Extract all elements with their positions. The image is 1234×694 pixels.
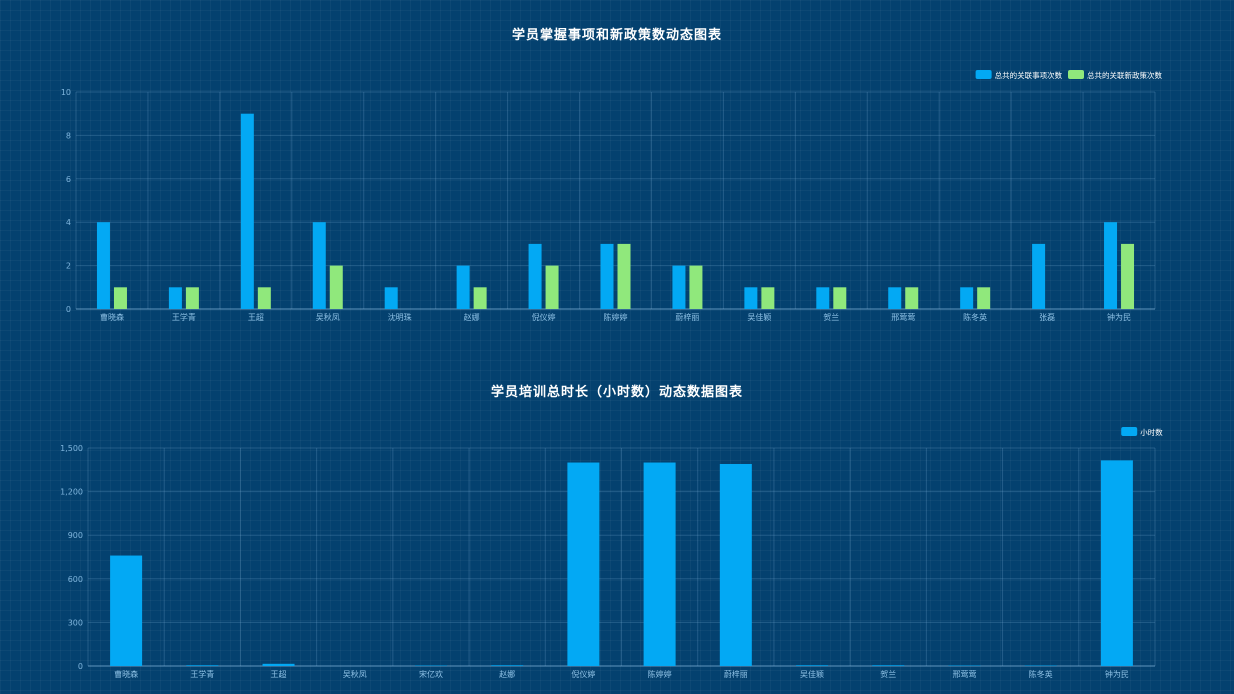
bar-0-10: [872, 665, 905, 666]
legend-item-0[interactable]: 总共的关联事项次数: [975, 70, 1063, 80]
bar-1-9: [761, 287, 775, 309]
x-tick-label: 吴秋凤: [343, 669, 367, 679]
bar-0-1: [168, 287, 182, 309]
bar-0-11: [888, 287, 902, 309]
legend-label: 小时数: [1140, 427, 1163, 437]
x-tick-label: 张磊: [1039, 313, 1055, 322]
x-tick-label: 沈明珠: [388, 312, 412, 322]
x-tick-label: 贺兰: [823, 312, 839, 322]
chart-title: 学员掌握事项和新政策数动态图表: [511, 28, 722, 43]
bar-0-2: [240, 113, 254, 309]
y-tick-label: 4: [66, 218, 71, 227]
x-tick-label: 吴秋凤: [316, 312, 340, 322]
bar-0-9: [744, 287, 758, 309]
bar-1-5: [473, 287, 487, 309]
bar-1-12: [977, 287, 991, 309]
bar-0-6: [528, 243, 542, 309]
x-tick-label: 王超: [271, 669, 287, 679]
bar-1-2: [257, 287, 271, 309]
x-tick-label: 王学青: [190, 669, 214, 679]
bar-1-3: [329, 265, 343, 309]
bar-1-11: [905, 287, 919, 309]
x-tick-label: 陈冬英: [963, 312, 987, 322]
y-tick-label: 8: [66, 131, 71, 140]
bar-0-12: [960, 287, 974, 309]
y-tick-label: 1,200: [60, 488, 83, 497]
y-tick-label: 600: [68, 575, 83, 584]
bar-1-6: [545, 265, 559, 309]
bar-1-7: [617, 243, 631, 309]
y-tick-label: 2: [66, 262, 71, 271]
bar-0-7: [600, 243, 614, 309]
chart-knowledge-policy: 学员掌握事项和新政策数动态图表 0 2 4 6 8 10 曹晓森 王学青 王超 吴秋凤 沈明珠 赵娜 倪…: [0, 0, 1234, 340]
legend-label: 总共的关联新政策次数: [1087, 70, 1162, 80]
x-tick-label: 钟为民: [1105, 669, 1129, 679]
y-tick-label: 6: [66, 175, 71, 184]
bar-1-10: [833, 287, 847, 309]
bar-0-1: [186, 665, 219, 666]
x-tick-label: 倪仪婷: [532, 312, 556, 322]
bar-0-7: [643, 462, 676, 666]
x-tick-label: 王超: [248, 312, 264, 322]
bar-0-0: [96, 222, 110, 309]
y-tick-label: 900: [68, 531, 83, 540]
bar-0-0: [110, 555, 143, 666]
bar-0-4: [384, 287, 398, 309]
x-tick-label: 王学青: [172, 312, 196, 322]
bar-0-2: [262, 663, 295, 666]
x-tick-label: 吴佳颖: [800, 669, 824, 679]
chart-canvas: 0 2 4 6 8 10 曹晓森 王学青 王超 吴秋凤 沈明珠 赵娜 倪仪婷 陈婷婷 蔚梓丽 吴佳颖 贺兰 邢莺莺…: [61, 70, 1162, 322]
bar-1-1: [185, 287, 199, 309]
y-tick-label: 0: [78, 662, 83, 671]
x-tick-label: 邢莺莺: [891, 312, 915, 322]
legend-label: 总共的关联事项次数: [995, 70, 1063, 80]
legend-item-0[interactable]: 小时数: [1121, 427, 1163, 437]
bar-0-3: [312, 222, 326, 309]
bar-1-0: [113, 287, 127, 309]
x-tick-label: 蔚梓丽: [675, 312, 699, 322]
bar-0-5: [456, 265, 470, 309]
x-tick-label: 陈冬英: [1029, 669, 1053, 679]
x-tick-label: 钟为民: [1107, 312, 1131, 322]
legend-item-1[interactable]: 总共的关联新政策次数: [1068, 70, 1162, 80]
bar-0-10: [816, 287, 830, 309]
bar-0-13: [1032, 243, 1046, 309]
x-tick-label: 赵娜: [464, 312, 480, 322]
bar-0-6: [567, 462, 600, 666]
chart-title: 学员培训总时长（小时数）动态数据图表: [490, 385, 743, 400]
x-tick-label: 陈婷婷: [604, 312, 628, 322]
x-tick-label: 吴佳颖: [747, 312, 771, 322]
y-tick-label: 1,500: [60, 444, 83, 453]
bar-0-8: [719, 463, 752, 666]
chart-canvas: 0 300 600 900 1,200 1,500 曹晓森 王学青 王超 吴秋凤 宋亿欢 赵娜 倪仪婷 陈…: [60, 427, 1163, 679]
y-tick-label: 10: [61, 88, 71, 97]
x-tick-label: 曹晓森: [100, 312, 124, 322]
x-tick-label: 邢莺莺: [952, 669, 976, 679]
x-tick-label: 蔚梓丽: [724, 669, 748, 679]
bar-1-8: [689, 265, 703, 309]
chart-training-hours: 学员培训总时长（小时数）动态数据图表 0 300 600 900 1,200 1,500 曹…: [0, 355, 1234, 694]
x-tick-label: 陈婷婷: [648, 669, 672, 679]
legend-swatch: [1068, 70, 1084, 79]
bar-1-14: [1121, 243, 1135, 309]
y-tick-label: 300: [68, 618, 83, 627]
bar-0-13: [1100, 460, 1133, 666]
x-tick-label: 赵娜: [499, 669, 515, 679]
legend-swatch: [1121, 427, 1138, 436]
bar-0-9: [796, 665, 829, 666]
legend-swatch: [975, 70, 992, 79]
bar-0-5: [491, 665, 524, 666]
x-tick-label: 宋亿欢: [419, 669, 443, 679]
bar-0-14: [1104, 222, 1118, 309]
x-tick-label: 倪仪婷: [571, 669, 595, 679]
x-tick-label: 曹晓森: [114, 669, 138, 679]
bar-0-8: [672, 265, 686, 309]
y-tick-label: 0: [66, 305, 71, 314]
x-tick-label: 贺兰: [880, 669, 896, 679]
